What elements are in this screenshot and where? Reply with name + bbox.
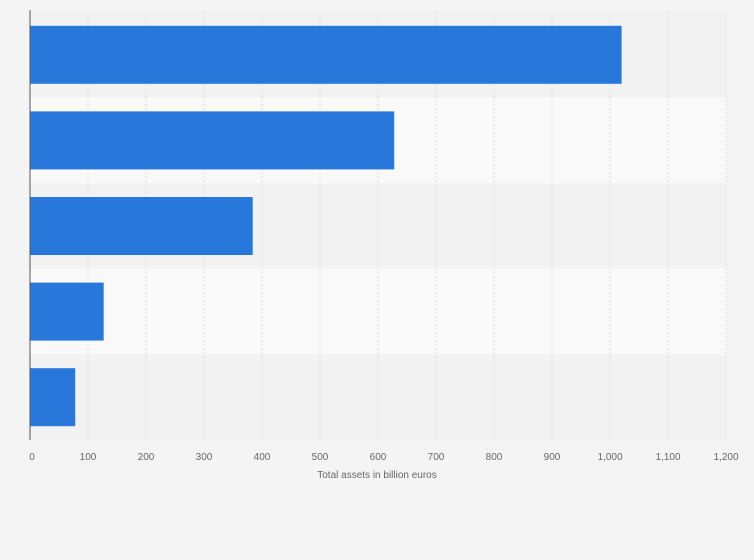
x-axis-title: Total assets in billion euros: [317, 470, 437, 481]
x-tick-label: 1,200: [713, 452, 738, 463]
bar[interactable]: [30, 111, 395, 170]
x-tick-label: 1,000: [597, 452, 622, 463]
x-tick-label: 400: [254, 452, 271, 463]
x-tick-label: 200: [138, 452, 155, 463]
bar[interactable]: [30, 25, 622, 84]
x-tick-label: 600: [370, 452, 387, 463]
bars: [30, 25, 622, 427]
gridlines: [87, 12, 727, 440]
x-tick-label: 0: [29, 452, 35, 463]
x-tick-label: 700: [428, 452, 445, 463]
x-axis: 0 100 200 300 400 500 600 700 800 900 1,000 1,100 1,…: [29, 10, 739, 463]
x-tick-label: 300: [196, 452, 213, 463]
bar[interactable]: [30, 368, 76, 427]
x-tick-label: 900: [544, 452, 561, 463]
x-tick-label: 1,100: [655, 452, 680, 463]
x-tick-label: 500: [312, 452, 329, 463]
bar[interactable]: [30, 197, 253, 255]
x-tick-label: 800: [486, 452, 503, 463]
x-tick-label: 100: [80, 452, 97, 463]
bar[interactable]: [30, 282, 104, 341]
